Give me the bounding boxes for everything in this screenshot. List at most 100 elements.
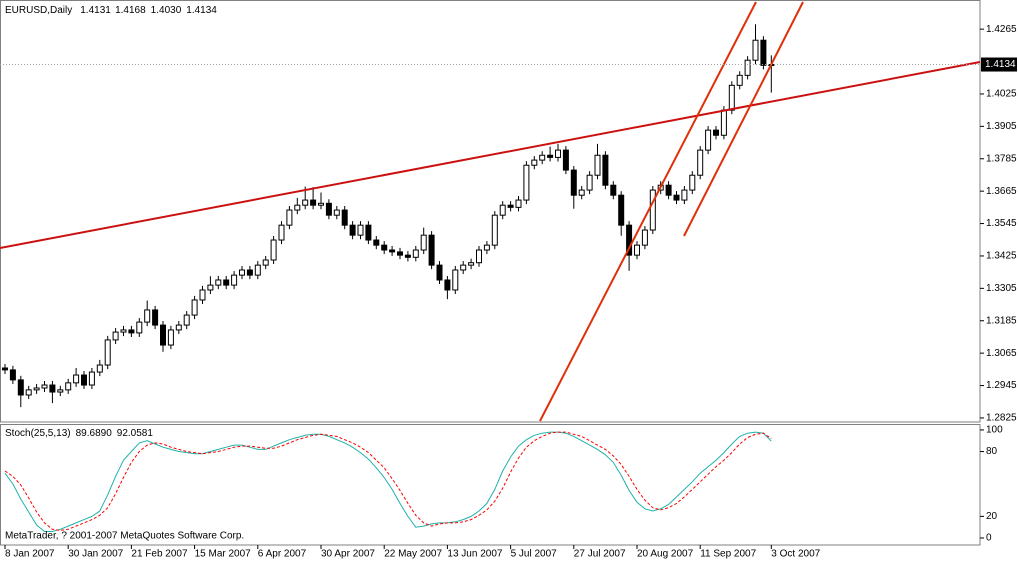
symbol: EURUSD,Daily <box>5 5 72 16</box>
candle-body <box>17 379 24 396</box>
channel-line <box>539 1 757 422</box>
current-price-label: 1.4134 <box>985 59 1016 70</box>
candle-body <box>713 129 719 136</box>
candle-body <box>25 389 32 396</box>
candle-body <box>728 84 735 111</box>
candle-body <box>610 184 617 196</box>
candle-body <box>246 269 253 276</box>
candle-body <box>649 189 656 231</box>
candle-body <box>404 254 411 258</box>
y-tick-label: 1.4265 <box>986 24 1017 35</box>
candle-body <box>483 244 490 251</box>
candle-body <box>239 269 245 276</box>
candle-body <box>88 371 95 386</box>
candle-body <box>41 384 48 389</box>
x-tick-label: 3 Oct 2007 <box>771 549 820 560</box>
high-label: 1.4168 <box>115 5 146 16</box>
candle-body <box>349 224 356 236</box>
x-tick-label: 6 Apr 2007 <box>258 549 307 560</box>
open-label: 1.4131 <box>80 5 111 16</box>
x-tick-label: 11 Sep 2007 <box>700 549 756 560</box>
x-tick-label: 15 Mar 2007 <box>195 549 252 560</box>
indicator-panel-frame <box>0 424 981 546</box>
candle-body <box>310 199 317 206</box>
candle-body <box>499 204 506 216</box>
candle-body <box>626 224 633 256</box>
candle-body <box>665 184 672 196</box>
main-value: 89.6890 <box>76 428 113 439</box>
x-tick-label: 30 Apr 2007 <box>321 549 375 560</box>
candle-body <box>744 59 751 76</box>
candle-body <box>760 39 767 66</box>
x-tick-label: 5 Jul 2007 <box>511 549 558 560</box>
candle-body <box>697 149 704 176</box>
low-label: 1.4030 <box>151 5 182 16</box>
candle-body <box>286 209 293 226</box>
candle-body <box>207 284 214 291</box>
candle-body <box>175 324 182 331</box>
candle-body <box>420 234 427 251</box>
candle-body <box>128 329 135 334</box>
x-tick-label: 20 Aug 2007 <box>637 549 694 560</box>
candle-body <box>183 314 190 326</box>
trend-line <box>0 61 981 249</box>
candle-body <box>720 109 727 136</box>
candle-body <box>752 39 759 61</box>
y-tick-label: 20 <box>986 511 998 522</box>
candle-body <box>547 154 554 158</box>
y-tick-label: 0 <box>986 533 992 544</box>
candle-body <box>81 374 87 386</box>
candle-body <box>586 174 593 191</box>
x-tick-label: 22 May 2007 <box>384 549 442 560</box>
y-tick-label: 1.3665 <box>986 186 1017 197</box>
stoch-line <box>4 431 772 531</box>
candle-body <box>167 329 174 346</box>
candle-body <box>231 274 238 286</box>
candle-body <box>444 279 451 291</box>
close-label: 1.4134 <box>186 5 217 16</box>
candle-body <box>436 264 443 281</box>
candle-body <box>689 174 696 191</box>
candle-body <box>341 209 348 226</box>
candle-body <box>9 369 16 381</box>
candle-body <box>389 249 396 253</box>
candle-body <box>57 389 64 393</box>
candle-body <box>325 202 332 216</box>
candle-body <box>570 169 577 196</box>
candle-body <box>507 204 514 208</box>
candle-body <box>120 329 127 333</box>
candle-body <box>602 154 609 186</box>
y-tick-label: 1.4025 <box>986 89 1017 100</box>
current-price-box <box>981 57 1017 72</box>
candle-body <box>562 149 569 171</box>
candle-body <box>191 299 198 316</box>
y-tick-label: 1.3305 <box>986 283 1017 294</box>
x-tick-label: 30 Jan 2007 <box>68 549 123 560</box>
candle-body <box>104 339 111 366</box>
candle-body <box>634 244 640 256</box>
candle-body <box>618 194 625 226</box>
candle-body <box>262 259 269 266</box>
y-tick-label: 100 <box>986 425 1003 436</box>
candle-body <box>476 249 482 264</box>
candle-body <box>381 244 388 251</box>
candle-body <box>270 239 277 261</box>
candle-body <box>96 364 103 373</box>
x-tick-label: 27 Jul 2007 <box>574 549 626 560</box>
candle-body <box>357 224 364 236</box>
candle-body <box>152 309 159 326</box>
candle-body <box>160 324 166 346</box>
candle-body <box>49 384 56 393</box>
candle-body <box>73 374 80 384</box>
marks <box>2 24 775 532</box>
candle-body <box>333 209 340 216</box>
price-panel-frame <box>0 0 981 423</box>
candle-body <box>468 262 475 266</box>
y-tick-label: 1.3785 <box>986 153 1017 164</box>
candle-body <box>705 129 712 151</box>
candle-body <box>2 367 8 371</box>
x-tick-label: 8 Jan 2007 <box>5 549 55 560</box>
